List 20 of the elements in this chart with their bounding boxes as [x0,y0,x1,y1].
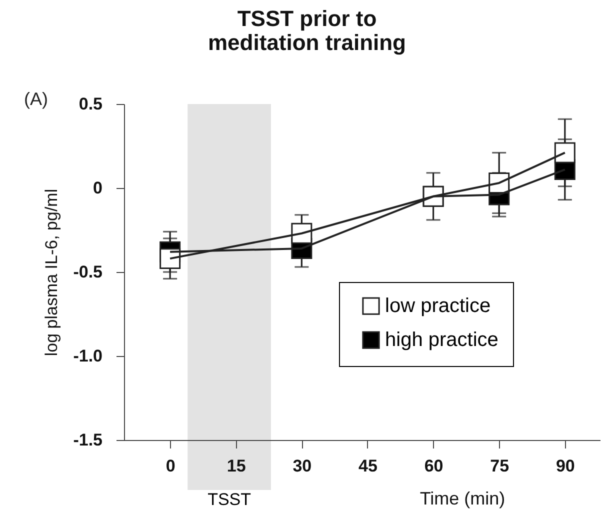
text: (A) [24,89,48,109]
legend-label: low practice [385,295,491,317]
x-tick-label: 90 [556,456,575,476]
x-tick-label: 30 [292,456,312,476]
y-tick-label: -0.5 [73,262,102,282]
x-tick-label: 0 [166,456,176,476]
y-tick-label: 0.5 [78,94,102,114]
y-axis-title: log plasma IL-6, pg/ml [42,188,62,356]
x-tick-label: 75 [490,456,510,476]
point [554,142,576,164]
x-tick-label: 60 [424,456,444,476]
y-tick-label: -1.5 [73,430,102,450]
y-tick-label: -1.0 [73,346,102,366]
band-label: TSST [208,490,252,509]
x-tick-label: 15 [226,456,246,476]
x-tick-label: 45 [358,456,378,476]
y-tick-label: 0 [93,178,102,198]
chart-title: TSST prior to meditation training [208,6,406,55]
x-axis-title: Time (min) [420,488,506,508]
legend-label: high practice [385,329,498,351]
